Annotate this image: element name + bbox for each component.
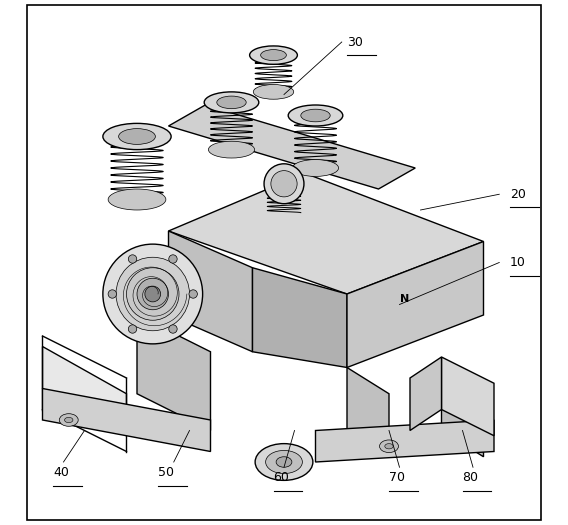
Polygon shape [347, 368, 389, 457]
Ellipse shape [249, 46, 298, 65]
Ellipse shape [137, 278, 169, 310]
Ellipse shape [189, 290, 197, 298]
Polygon shape [441, 357, 494, 436]
Text: 20: 20 [509, 188, 525, 201]
Text: N: N [400, 294, 410, 304]
Ellipse shape [208, 141, 254, 158]
Ellipse shape [59, 414, 78, 426]
Polygon shape [253, 268, 347, 368]
Ellipse shape [103, 123, 171, 150]
Ellipse shape [127, 268, 179, 320]
Polygon shape [169, 231, 253, 352]
Ellipse shape [288, 105, 343, 126]
Text: 70: 70 [389, 471, 405, 484]
Ellipse shape [261, 50, 286, 60]
Ellipse shape [271, 171, 297, 197]
Ellipse shape [293, 160, 339, 176]
Ellipse shape [169, 255, 177, 263]
Polygon shape [410, 357, 441, 430]
Polygon shape [169, 173, 483, 294]
Polygon shape [347, 242, 483, 368]
Polygon shape [441, 368, 483, 457]
Text: 50: 50 [158, 466, 174, 479]
Ellipse shape [301, 109, 330, 122]
Ellipse shape [217, 96, 246, 109]
Polygon shape [169, 105, 415, 189]
Ellipse shape [169, 325, 177, 333]
Ellipse shape [379, 440, 398, 453]
Polygon shape [43, 388, 211, 452]
Ellipse shape [119, 129, 156, 144]
Ellipse shape [253, 85, 294, 99]
Text: 30: 30 [347, 36, 363, 48]
Text: 80: 80 [462, 471, 478, 484]
Ellipse shape [108, 290, 116, 298]
Text: 40: 40 [53, 466, 69, 479]
Ellipse shape [145, 286, 161, 302]
Text: 10: 10 [509, 256, 525, 269]
Ellipse shape [65, 417, 73, 423]
Ellipse shape [276, 457, 292, 467]
Ellipse shape [264, 164, 304, 204]
Ellipse shape [255, 444, 313, 480]
Ellipse shape [266, 450, 302, 474]
Ellipse shape [103, 244, 203, 344]
Polygon shape [43, 346, 127, 436]
Ellipse shape [385, 444, 393, 449]
Ellipse shape [128, 255, 137, 263]
Ellipse shape [128, 325, 137, 333]
Ellipse shape [108, 189, 166, 210]
Ellipse shape [116, 257, 190, 331]
Text: 60: 60 [274, 471, 289, 484]
Polygon shape [137, 315, 211, 430]
Polygon shape [315, 420, 494, 462]
Ellipse shape [204, 92, 259, 113]
